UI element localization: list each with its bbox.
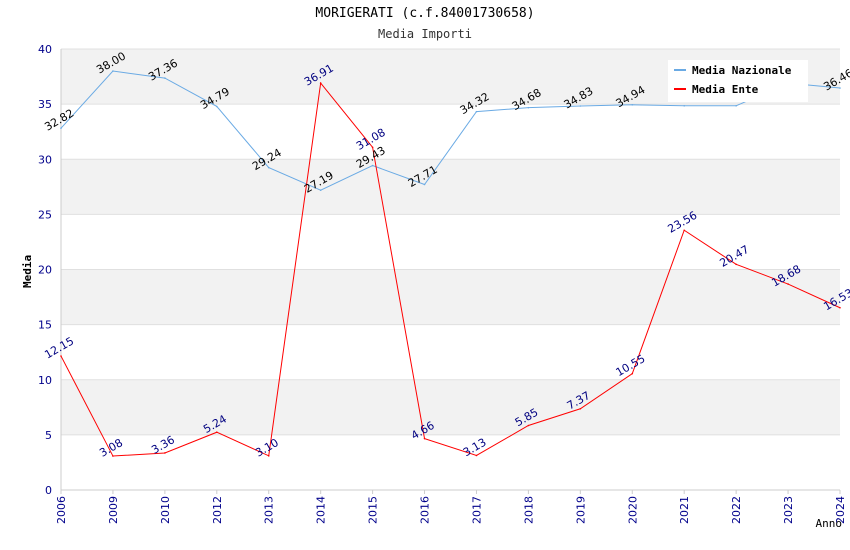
series-line-media-nazionale	[60, 70, 841, 191]
series-line-media-ente	[60, 81, 841, 457]
data-label-media-ente: 12.15	[42, 335, 76, 362]
legend-label-media-nazionale: Media Nazionale	[692, 64, 792, 77]
x-tick-label: 2009	[107, 496, 120, 524]
x-tick-label: 2020	[626, 496, 639, 524]
y-tick-label: 25	[38, 208, 52, 221]
data-point-media-ente	[475, 454, 478, 457]
x-tick-label: 2024	[834, 496, 847, 524]
x-tick-label: 2021	[678, 496, 691, 524]
data-point-media-nazionale	[319, 189, 322, 192]
data-point-media-ente	[371, 146, 374, 149]
data-point-media-nazionale	[839, 87, 841, 89]
y-tick-label: 15	[38, 319, 52, 332]
x-tick-label: 2015	[367, 496, 380, 524]
data-point-media-nazionale	[112, 70, 114, 72]
x-tick-label: 2013	[263, 496, 276, 524]
data-point-media-nazionale	[579, 105, 582, 107]
legend-item-media-ente: Media Ente	[674, 83, 758, 99]
legend-label-media-ente: Media Ente	[692, 83, 759, 96]
chart-title: MORIGERATI (c.f.84001730658)	[315, 6, 535, 21]
data-point-media-nazionale	[60, 127, 62, 129]
data-label-media-ente: 3.13	[461, 436, 489, 460]
grid-band	[61, 379, 840, 435]
x-tick-label: 2016	[419, 496, 432, 524]
data-point-media-ente	[60, 355, 62, 357]
data-point-media-ente	[683, 229, 685, 232]
data-point-media-nazionale	[683, 104, 685, 107]
data-point-media-ente	[319, 82, 322, 84]
x-tick-label: 2019	[574, 496, 587, 524]
data-point-media-nazionale	[371, 164, 374, 167]
chart-subtitle: Media Importi	[378, 27, 472, 41]
x-tick-label: 2017	[470, 496, 483, 524]
data-point-media-ente	[839, 306, 841, 309]
x-tick-label: 2022	[730, 496, 743, 524]
data-point-media-nazionale	[216, 105, 218, 108]
legend-swatch-media-nazionale	[674, 69, 686, 71]
data-point-media-ente	[164, 452, 166, 454]
data-point-media-nazionale	[267, 166, 270, 169]
data-point-media-ente	[267, 455, 270, 457]
data-label-media-ente: 3.10	[253, 436, 281, 460]
grid-band	[61, 159, 840, 215]
data-point-media-ente	[423, 437, 426, 440]
y-tick-label: 40	[38, 43, 52, 56]
data-point-media-nazionale	[631, 103, 634, 106]
data-point-media-ente	[735, 263, 737, 266]
x-tick-label: 2010	[159, 496, 172, 524]
y-tick-label: 0	[45, 484, 52, 497]
data-point-media-nazionale	[423, 183, 426, 186]
y-tick-label: 10	[38, 374, 52, 387]
y-axis-label: Media	[21, 254, 34, 288]
grid-band	[61, 269, 840, 325]
y-tick-label: 20	[38, 264, 52, 277]
data-point-media-ente	[579, 407, 582, 410]
data-label-media-ente: 20.47	[717, 243, 751, 270]
y-tick-label: 5	[45, 429, 52, 442]
data-point-media-nazionale	[164, 77, 166, 79]
y-tick-label: 35	[38, 98, 52, 111]
x-tick-label: 2012	[211, 496, 224, 524]
data-point-media-ente	[631, 372, 634, 375]
x-tick-label: 2023	[782, 496, 795, 524]
data-point-media-nazionale	[527, 106, 530, 109]
data-point-media-ente	[527, 424, 530, 427]
data-point-media-ente	[787, 283, 789, 285]
x-axis-label: Anno	[815, 517, 843, 530]
x-tick-label: 2006	[55, 496, 68, 524]
data-point-media-nazionale	[735, 104, 737, 107]
legend-item-media-nazionale: Media Nazionale	[674, 64, 791, 80]
data-point-media-nazionale	[475, 110, 478, 113]
x-tick-label: 2018	[522, 496, 535, 524]
data-point-media-ente	[112, 455, 114, 457]
data-point-media-ente	[216, 431, 218, 434]
data-label-media-ente: 3.08	[97, 436, 125, 460]
legend-swatch-media-ente	[674, 88, 686, 90]
y-tick-label: 30	[38, 153, 52, 166]
x-tick-label: 2014	[315, 496, 328, 524]
legend: Media Nazionale Media Ente	[668, 60, 808, 102]
